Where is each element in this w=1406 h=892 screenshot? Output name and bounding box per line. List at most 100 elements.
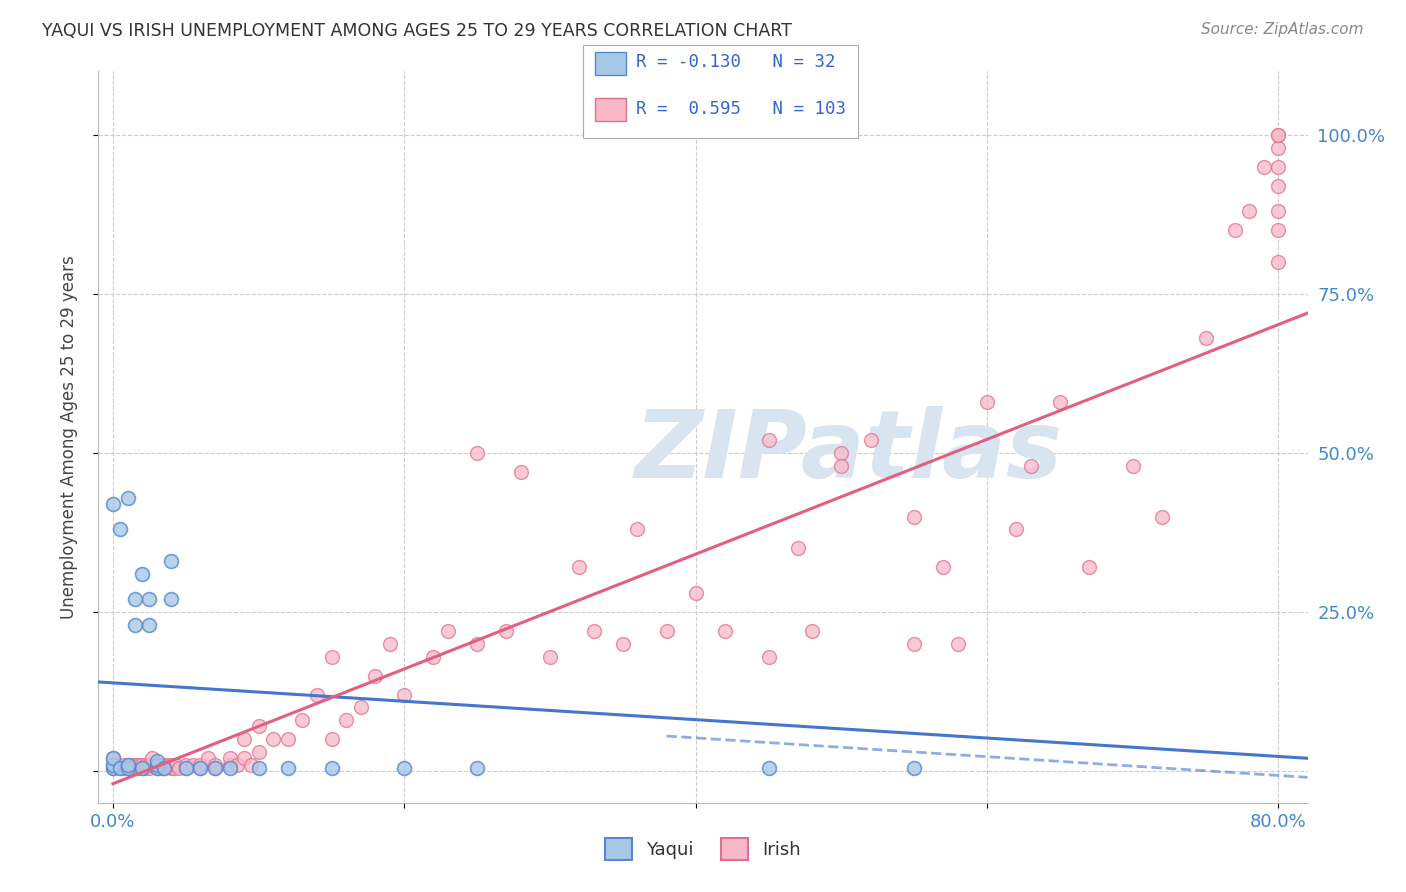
- Point: [932, 560, 955, 574]
- Point: [495, 624, 517, 638]
- Point: [145, 757, 167, 772]
- Point: [1267, 255, 1289, 269]
- Text: Source: ZipAtlas.com: Source: ZipAtlas.com: [1201, 22, 1364, 37]
- Point: [1267, 204, 1289, 219]
- Point: [124, 761, 146, 775]
- Point: [1122, 458, 1144, 473]
- Point: [509, 465, 531, 479]
- Point: [153, 761, 176, 775]
- Point: [1005, 522, 1028, 536]
- Point: [145, 755, 167, 769]
- Point: [204, 757, 226, 772]
- Point: [437, 624, 460, 638]
- Point: [538, 649, 561, 664]
- Point: [145, 757, 167, 772]
- Point: [120, 761, 142, 775]
- Point: [190, 761, 212, 775]
- Point: [160, 592, 183, 607]
- Y-axis label: Unemployment Among Ages 25 to 29 years: Unemployment Among Ages 25 to 29 years: [59, 255, 77, 619]
- Point: [1267, 223, 1289, 237]
- Point: [758, 761, 780, 775]
- Point: [612, 637, 634, 651]
- Text: YAQUI VS IRISH UNEMPLOYMENT AMONG AGES 25 TO 29 YEARS CORRELATION CHART: YAQUI VS IRISH UNEMPLOYMENT AMONG AGES 2…: [42, 22, 792, 40]
- Point: [181, 757, 204, 772]
- Point: [247, 745, 270, 759]
- Point: [305, 688, 328, 702]
- Point: [218, 757, 240, 772]
- Point: [128, 757, 150, 772]
- Point: [101, 757, 124, 772]
- Point: [145, 761, 167, 775]
- Point: [141, 751, 163, 765]
- Point: [101, 751, 124, 765]
- Point: [394, 761, 416, 775]
- Point: [101, 751, 124, 765]
- Point: [247, 761, 270, 775]
- Point: [1239, 204, 1261, 219]
- Point: [830, 458, 852, 473]
- Point: [117, 761, 139, 775]
- Point: [160, 757, 183, 772]
- Point: [378, 637, 401, 651]
- Point: [1019, 458, 1042, 473]
- Text: R =  0.595   N = 103: R = 0.595 N = 103: [636, 100, 845, 118]
- Point: [112, 757, 135, 772]
- Point: [758, 434, 780, 448]
- Point: [218, 751, 240, 765]
- Point: [1267, 160, 1289, 174]
- Point: [124, 757, 146, 772]
- Point: [204, 761, 226, 775]
- Point: [131, 566, 153, 581]
- Point: [786, 541, 808, 556]
- Point: [233, 732, 256, 747]
- Point: [568, 560, 591, 574]
- Point: [153, 757, 176, 772]
- Point: [138, 761, 160, 775]
- Point: [157, 757, 180, 772]
- Legend: Yaqui, Irish: Yaqui, Irish: [598, 830, 808, 867]
- Point: [131, 761, 153, 775]
- Text: ZIPatlas: ZIPatlas: [634, 406, 1062, 498]
- Point: [262, 732, 284, 747]
- Point: [190, 757, 212, 772]
- Point: [135, 757, 157, 772]
- Point: [110, 761, 132, 775]
- Point: [247, 719, 270, 733]
- Point: [101, 761, 124, 775]
- Point: [204, 761, 226, 775]
- Point: [465, 761, 488, 775]
- Text: R = -0.130   N = 32: R = -0.130 N = 32: [636, 54, 835, 71]
- Point: [465, 637, 488, 651]
- Point: [124, 592, 146, 607]
- Point: [335, 713, 357, 727]
- Point: [321, 732, 343, 747]
- Point: [174, 761, 197, 775]
- Point: [101, 757, 124, 772]
- Point: [859, 434, 882, 448]
- Point: [1253, 160, 1275, 174]
- Point: [190, 761, 212, 775]
- Point: [138, 592, 160, 607]
- Point: [394, 688, 416, 702]
- Point: [1267, 141, 1289, 155]
- Point: [117, 491, 139, 505]
- Point: [714, 624, 737, 638]
- Point: [758, 649, 780, 664]
- Point: [903, 637, 925, 651]
- Point: [117, 757, 139, 772]
- Point: [131, 757, 153, 772]
- Point: [582, 624, 605, 638]
- Point: [110, 522, 132, 536]
- Point: [149, 761, 172, 775]
- Point: [101, 761, 124, 775]
- Point: [364, 668, 387, 682]
- Point: [153, 761, 176, 775]
- Point: [127, 761, 149, 775]
- Point: [321, 761, 343, 775]
- Point: [465, 446, 488, 460]
- Point: [903, 509, 925, 524]
- Point: [131, 761, 153, 775]
- Point: [174, 757, 197, 772]
- Point: [160, 761, 183, 775]
- Point: [277, 761, 299, 775]
